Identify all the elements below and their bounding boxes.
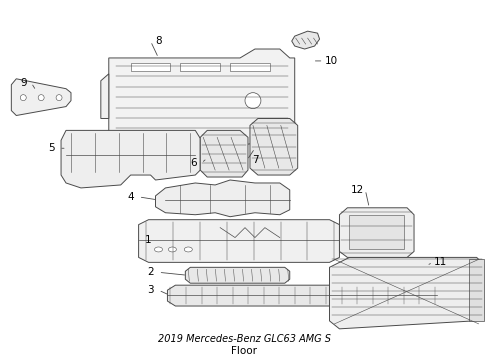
Bar [180, 63, 220, 71]
Text: Floor: Floor [231, 346, 257, 356]
Circle shape [56, 95, 62, 100]
Polygon shape [291, 31, 319, 49]
Polygon shape [185, 267, 289, 283]
Polygon shape [249, 118, 297, 175]
Polygon shape [339, 208, 413, 257]
Bar [130, 63, 170, 71]
Text: 7: 7 [251, 155, 258, 165]
Text: 2: 2 [147, 267, 154, 277]
Circle shape [20, 95, 26, 100]
Polygon shape [101, 74, 108, 118]
Text: 8: 8 [155, 36, 162, 46]
Polygon shape [167, 285, 436, 306]
Text: 10: 10 [324, 56, 337, 66]
Text: 3: 3 [147, 285, 154, 295]
Text: 6: 6 [190, 158, 196, 168]
Circle shape [38, 95, 44, 100]
Bar [468, 260, 483, 321]
Bar [230, 63, 269, 71]
Text: 1: 1 [145, 234, 152, 244]
Polygon shape [108, 49, 294, 145]
Polygon shape [11, 79, 71, 116]
Text: 11: 11 [433, 257, 447, 267]
Text: 12: 12 [350, 185, 363, 195]
Polygon shape [329, 257, 483, 329]
Ellipse shape [184, 247, 192, 252]
Polygon shape [155, 180, 289, 217]
Polygon shape [61, 130, 200, 188]
Polygon shape [200, 130, 247, 177]
Text: 2019 Mercedes-Benz GLC63 AMG S: 2019 Mercedes-Benz GLC63 AMG S [158, 334, 330, 344]
Ellipse shape [154, 247, 162, 252]
Polygon shape [138, 220, 339, 262]
Text: 9: 9 [20, 78, 26, 88]
Ellipse shape [168, 247, 176, 252]
Text: 5: 5 [48, 143, 54, 153]
Bar [349, 215, 403, 249]
Circle shape [244, 93, 261, 109]
Text: 4: 4 [127, 192, 134, 202]
